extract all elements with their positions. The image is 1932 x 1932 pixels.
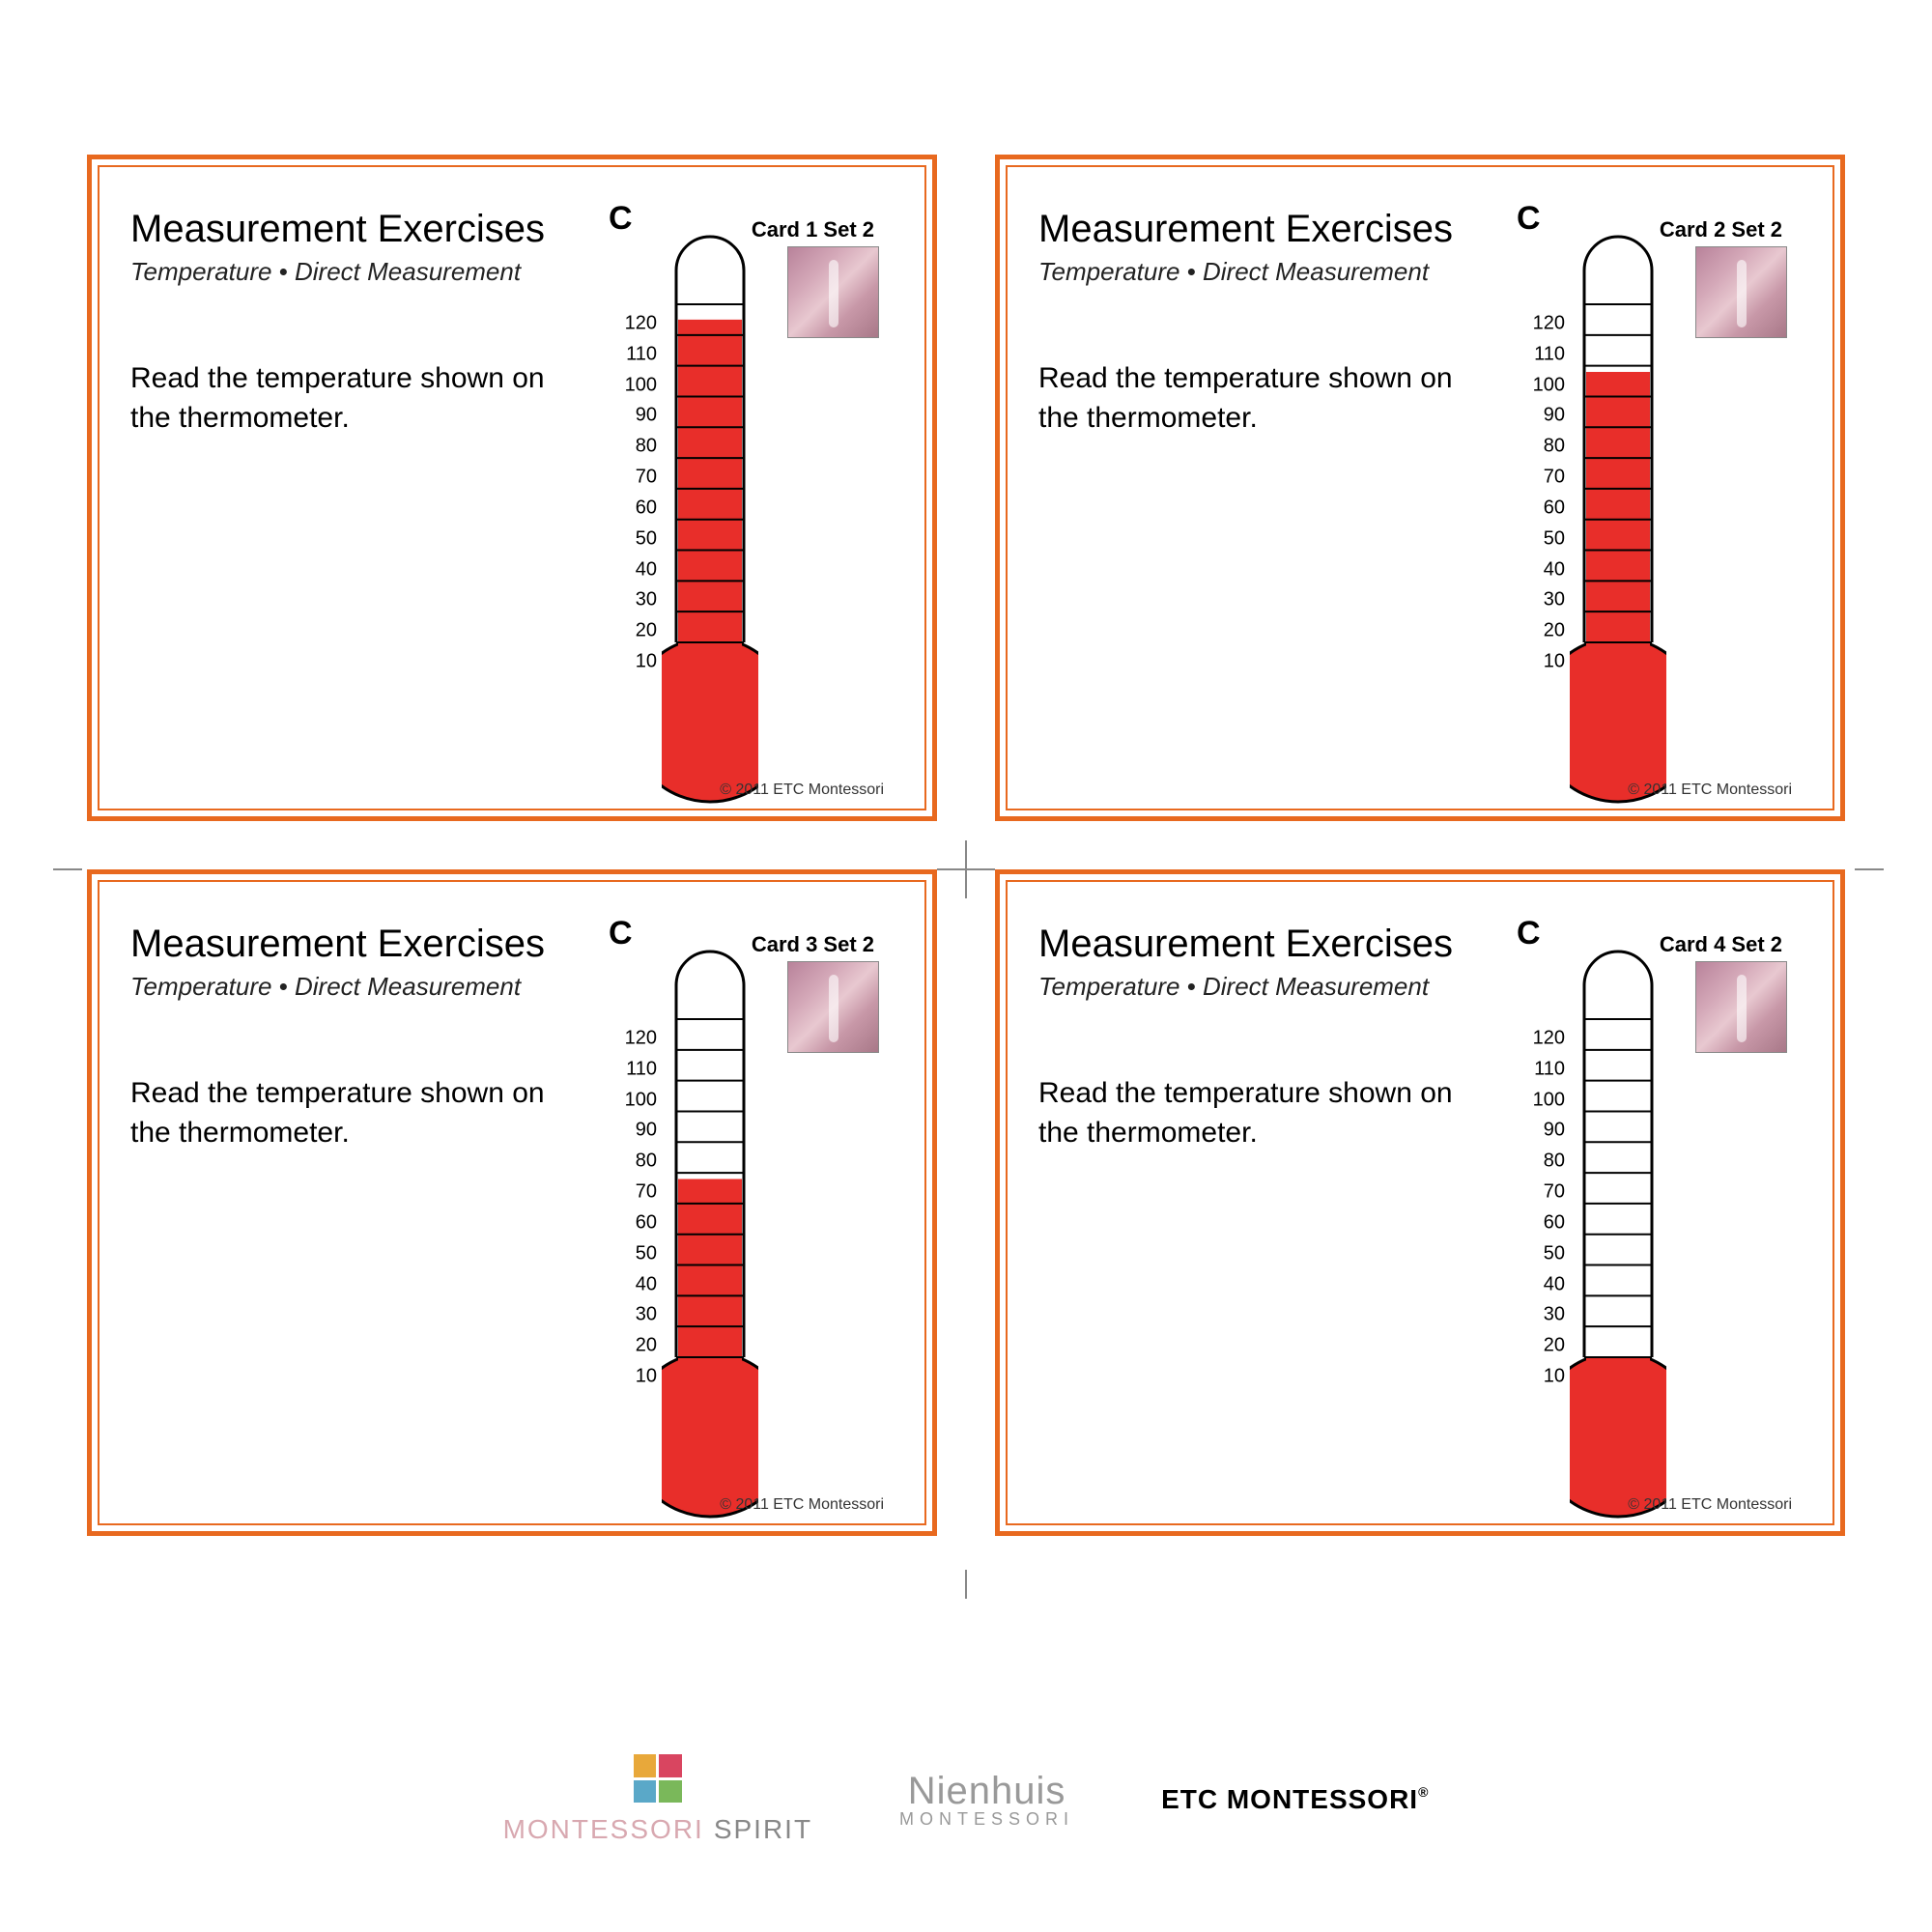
scale-label: 50 [636,527,657,550]
etc-logo: ETC MONTESSORI® [1161,1784,1429,1815]
scale-label: 50 [636,1242,657,1264]
thermometer: 10 20 30 40 50 60 70 80 90 100 110 120 [609,942,802,1521]
thermometer-icon [662,227,758,807]
copyright-text: © 2011 ETC Montessori [720,781,884,799]
scale-label: 60 [1544,1211,1565,1234]
scale-label: 90 [1544,1120,1565,1142]
crop-mark-bottom [952,1560,980,1599]
scale-label: 80 [1544,436,1565,458]
ms-logo-text1: MONTESSORI [503,1814,704,1845]
scale-label: 110 [626,343,657,365]
scale-label: 120 [625,313,657,335]
copyright-text: © 2011 ETC Montessori [1628,781,1792,799]
copyright-text: © 2011 ETC Montessori [1628,1496,1792,1514]
scale-label: 70 [1544,1181,1565,1204]
nienhuis-logo: Nienhuis MONTESSORI [899,1770,1074,1830]
nh-logo-text1: Nienhuis [908,1770,1066,1813]
nh-logo-text2: MONTESSORI [899,1809,1074,1830]
scale-label: 20 [636,1335,657,1357]
scale-label: 100 [1533,1089,1565,1111]
scale-label: 70 [1544,467,1565,489]
scale-label: 40 [636,1273,657,1295]
scale-label: 90 [1544,405,1565,427]
scale-label: 20 [636,620,657,642]
scale-label: 90 [636,1120,657,1142]
scale-label: 30 [636,589,657,611]
exercise-card: C Card 4 Set 2 Measurement Exercises Tem… [995,869,1845,1536]
scale-label: 80 [636,1151,657,1173]
scale-label: 110 [626,1058,657,1080]
etc-logo-text: ETC MONTESSORI [1161,1784,1418,1814]
page: C Card 1 Set 2 Measurement Exercises Tem… [0,0,1932,1932]
scale-label: 10 [1544,1366,1565,1388]
scale-label: 60 [636,1211,657,1234]
copyright-text: © 2011 ETC Montessori [720,1496,884,1514]
scale-label: 110 [1534,1058,1565,1080]
scale-label: 60 [636,497,657,519]
scale-label: 80 [636,436,657,458]
exercise-card: C Card 3 Set 2 Measurement Exercises Tem… [87,869,937,1536]
scale-label: 30 [1544,1304,1565,1326]
scale-label: 40 [1544,1273,1565,1295]
thermometer: 10 20 30 40 50 60 70 80 90 100 110 120 [1517,227,1710,807]
scale-label: 80 [1544,1151,1565,1173]
scale-label: 100 [625,374,657,396]
scale-label: 70 [636,467,657,489]
scale-label: 20 [1544,1335,1565,1357]
scale-label: 100 [625,1089,657,1111]
scale-label: 90 [636,405,657,427]
ms-logo-text2: SPIRIT [714,1814,812,1845]
crop-mark-right [1845,855,1884,884]
scale-label: 50 [1544,527,1565,550]
thermometer-icon [662,942,758,1521]
scale-label: 10 [1544,651,1565,673]
footer-logos: MONTESSORI SPIRIT Nienhuis MONTESSORI ET… [0,1754,1932,1845]
thermometer-icon [1570,942,1666,1521]
scale-label: 50 [1544,1242,1565,1264]
instruction-text: Read the temperature shown on the thermo… [130,1074,575,1152]
scale-label: 120 [625,1028,657,1050]
scale-label: 30 [1544,589,1565,611]
scale-label: 10 [636,651,657,673]
montessori-spirit-logo: MONTESSORI SPIRIT [503,1754,812,1845]
scale-label: 40 [1544,558,1565,581]
scale-label: 60 [1544,497,1565,519]
instruction-text: Read the temperature shown on the thermo… [130,359,575,438]
scale-label: 20 [1544,620,1565,642]
scale-label: 40 [636,558,657,581]
exercise-card: C Card 2 Set 2 Measurement Exercises Tem… [995,155,1845,821]
scale-label: 110 [1534,343,1565,365]
thermometer: 10 20 30 40 50 60 70 80 90 100 110 120 [1517,942,1710,1521]
instruction-text: Read the temperature shown on the thermo… [1038,359,1483,438]
ms-icon [634,1754,682,1803]
scale-label: 120 [1533,1028,1565,1050]
thermometer-icon [1570,227,1666,807]
scale-label: 70 [636,1181,657,1204]
crop-mark-center [937,840,995,898]
scale-label: 120 [1533,313,1565,335]
scale-label: 10 [636,1366,657,1388]
crop-mark-left [53,855,92,884]
scale-label: 30 [636,1304,657,1326]
thermometer: 10 20 30 40 50 60 70 80 90 100 110 120 [609,227,802,807]
scale-label: 100 [1533,374,1565,396]
exercise-card: C Card 1 Set 2 Measurement Exercises Tem… [87,155,937,821]
instruction-text: Read the temperature shown on the thermo… [1038,1074,1483,1152]
